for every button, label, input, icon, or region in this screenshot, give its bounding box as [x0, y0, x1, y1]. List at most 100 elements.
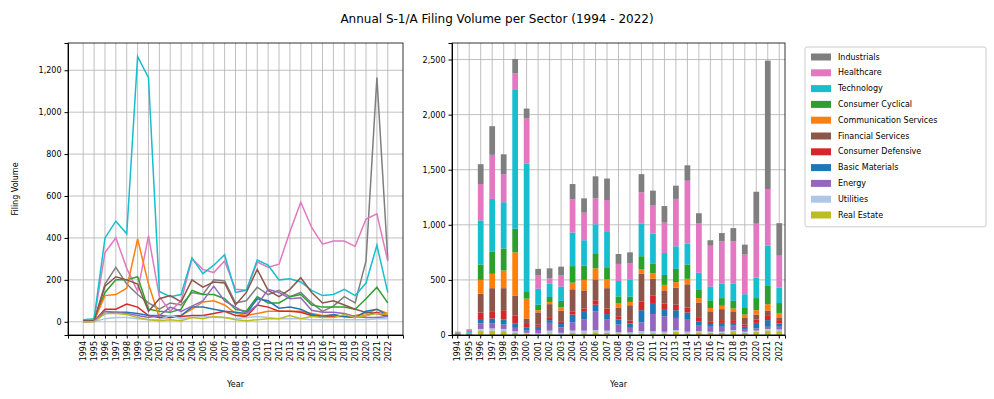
tick-mark [65, 112, 69, 113]
bar-series [455, 73, 782, 332]
tick-label: 2,000 [423, 111, 446, 120]
tick: 2004 [188, 335, 197, 361]
bar [501, 154, 507, 174]
tick-mark [492, 335, 493, 339]
bar [719, 323, 725, 327]
tick-mark [83, 335, 84, 339]
plot-area [455, 59, 782, 335]
bar-series [478, 328, 782, 334]
bar [535, 327, 541, 330]
bar [753, 331, 759, 332]
tick-label: 2003 [177, 341, 186, 361]
tick-mark [203, 335, 204, 339]
bar [673, 288, 679, 305]
tick-label: 2022 [775, 341, 784, 361]
bar-series [455, 59, 782, 332]
bar [616, 254, 622, 264]
tick-mark [312, 335, 313, 339]
series-line [83, 286, 388, 322]
tick: 1997 [112, 335, 121, 361]
tick-label: 1,000 [39, 108, 62, 117]
bar [535, 333, 541, 334]
bar [707, 321, 713, 324]
grid-line [213, 43, 214, 335]
tick-mark [503, 335, 504, 339]
bar [501, 249, 507, 271]
bar [685, 284, 691, 307]
bar [730, 320, 736, 323]
grid-line [170, 43, 171, 335]
bar [776, 323, 782, 326]
tick: 1995 [90, 335, 99, 361]
bar [730, 309, 736, 312]
tick-label: 1995 [465, 341, 474, 361]
bar [650, 295, 656, 303]
bar [501, 320, 507, 325]
legend-swatch [811, 69, 831, 76]
bar [662, 316, 668, 331]
tick-mark [344, 335, 345, 339]
tick: 1,200 [39, 66, 68, 75]
bar [696, 298, 702, 302]
bar [719, 320, 725, 323]
bar [512, 296, 518, 316]
tick-mark [355, 335, 356, 339]
bar [478, 184, 484, 220]
legend-swatch [811, 212, 831, 219]
tick-mark [767, 335, 768, 339]
tick-mark [449, 115, 453, 116]
tick-mark [159, 335, 160, 339]
y-axis: 02004006008001,0001,200 [39, 44, 69, 336]
bar [765, 327, 771, 329]
tick: 2003 [557, 335, 566, 361]
x-grid [83, 43, 388, 335]
bar [627, 328, 633, 332]
bar [662, 309, 668, 316]
series-line [83, 299, 388, 322]
bar [650, 263, 656, 273]
bar [753, 310, 759, 314]
bar [776, 256, 782, 288]
tick-mark [148, 335, 149, 339]
grid-line [68, 112, 403, 113]
tick-label: 1994 [453, 341, 462, 361]
tick-mark [664, 335, 665, 339]
tick: 2003 [177, 335, 186, 361]
tick-mark [366, 335, 367, 339]
bar [581, 320, 587, 331]
tick-mark [65, 70, 69, 71]
x-grid [458, 43, 780, 335]
legend-label: Consumer Cyclical [838, 100, 912, 109]
bar [696, 332, 702, 335]
grid-line [68, 70, 403, 71]
bar [478, 329, 484, 331]
bar [707, 332, 713, 333]
bar [547, 331, 553, 334]
tick-label: 2001 [534, 341, 543, 361]
tick-mark [65, 154, 69, 155]
bar [616, 325, 622, 333]
bar [547, 268, 553, 278]
legend-label: Consumer Defensive [838, 147, 921, 156]
bar [593, 254, 599, 268]
bar [730, 323, 736, 326]
bar [719, 298, 725, 306]
tick-label: 1997 [488, 341, 497, 361]
bar [489, 199, 495, 252]
tick-label: 1998 [123, 341, 132, 361]
x-axis-title: Year [226, 380, 245, 389]
bar [547, 318, 553, 320]
bar [650, 273, 656, 279]
tick-label: 1994 [79, 341, 88, 361]
bar [547, 278, 553, 284]
series-line [83, 316, 388, 322]
bar [673, 199, 679, 246]
tick-mark [675, 335, 676, 339]
tick-mark [698, 335, 699, 339]
bar [719, 233, 725, 241]
bar [558, 321, 564, 324]
bar [535, 325, 541, 327]
y-axis-title: Filing Volume [11, 162, 20, 215]
bar [535, 275, 541, 288]
bar [581, 213, 587, 241]
